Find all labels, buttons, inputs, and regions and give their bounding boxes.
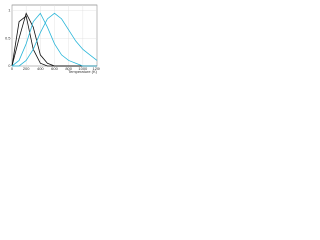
line-series [11, 12, 97, 67]
x-tick-label: 600 [51, 66, 58, 71]
x-tick-label: 1200 [93, 66, 100, 71]
x-tick-label: 400 [37, 66, 44, 71]
y-tick-label: 0.5 [5, 35, 11, 40]
chart: Temperature (K) 00.510 200 400 600 800 1000 12… [5, 4, 100, 74]
page: {"chart_data": {"type": "line", "x_label… [0, 0, 100, 79]
y-tick-label: 0 [8, 63, 11, 68]
y-tick-label: 1 [8, 8, 11, 13]
x-tick-label: 800 [65, 66, 72, 71]
line-series [12, 12, 98, 67]
x-tick-label: 200 [23, 66, 30, 71]
x-tick-label: 1000 [78, 66, 88, 71]
x-axis-label: Temperature (K) [68, 69, 98, 74]
x-tick-label: 0 [11, 66, 14, 71]
